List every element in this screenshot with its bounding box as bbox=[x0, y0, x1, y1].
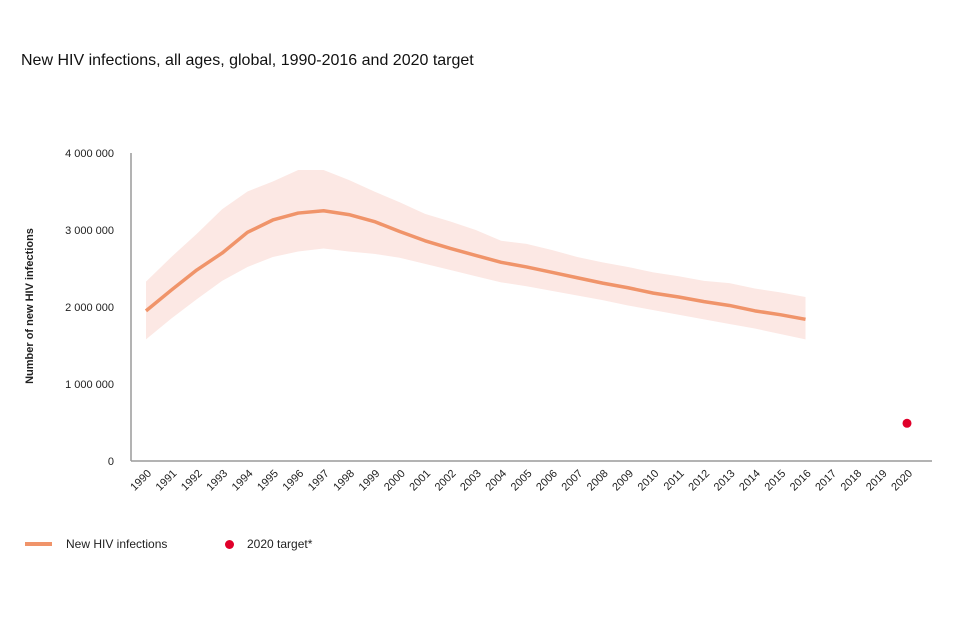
x-tick-label: 2002 bbox=[433, 468, 459, 494]
x-tick-label: 1991 bbox=[154, 468, 180, 494]
x-tick-label: 1995 bbox=[255, 468, 281, 494]
y-tick-label: 4 000 000 bbox=[65, 148, 114, 160]
x-tick-label: 2007 bbox=[560, 468, 586, 494]
x-tick-label: 2010 bbox=[636, 468, 662, 494]
y-tick-label: 0 bbox=[108, 456, 114, 468]
x-tick-label: 2013 bbox=[712, 468, 738, 494]
x-tick-label: 2014 bbox=[737, 468, 763, 494]
x-tick-label: 1993 bbox=[204, 468, 230, 494]
x-tick-label: 2006 bbox=[534, 468, 560, 494]
x-tick-label: 2008 bbox=[585, 468, 611, 494]
x-tick-label: 2005 bbox=[509, 468, 535, 494]
y-axis-label: Number of new HIV infections bbox=[24, 228, 36, 384]
x-tick-label: 2015 bbox=[762, 468, 788, 494]
target-point-2020 bbox=[902, 418, 912, 428]
x-tick-label: 2020 bbox=[889, 468, 915, 494]
x-tick-label: 1999 bbox=[357, 468, 383, 494]
x-tick-label: 1998 bbox=[331, 468, 357, 494]
legend-line-swatch bbox=[25, 542, 52, 546]
x-tick-label: 2001 bbox=[407, 468, 433, 494]
x-tick-label: 1994 bbox=[230, 468, 256, 494]
legend-dot-swatch bbox=[225, 539, 234, 549]
y-tick-label: 1 000 000 bbox=[65, 379, 114, 391]
x-tick-label: 2019 bbox=[864, 468, 890, 494]
axis-layer bbox=[130, 153, 932, 462]
y-tick-label: 3 000 000 bbox=[65, 225, 114, 237]
legend-item-new-hiv-infections: New HIV infections bbox=[25, 537, 167, 551]
x-tick-label: 2000 bbox=[382, 468, 408, 494]
x-tick-label: 2011 bbox=[662, 468, 687, 493]
x-tick-label: 1996 bbox=[281, 468, 307, 494]
x-tick-label: 1997 bbox=[306, 468, 332, 494]
chart-title: New HIV infections, all ages, global, 19… bbox=[21, 52, 474, 69]
legend-label: 2020 target* bbox=[247, 537, 313, 551]
y-tick-label: 2 000 000 bbox=[65, 302, 114, 314]
x-tick-label: 2012 bbox=[686, 468, 712, 494]
line-layer bbox=[144, 209, 806, 322]
x-tick-label: 1992 bbox=[179, 468, 205, 494]
x-tick-label: 2016 bbox=[788, 468, 814, 494]
x-tick-label: 2017 bbox=[813, 468, 839, 494]
x-tick-label: 2003 bbox=[458, 468, 484, 494]
legend-label: New HIV infections bbox=[66, 537, 168, 551]
x-tick-label: 1990 bbox=[128, 468, 154, 494]
x-tick-label: 2004 bbox=[483, 468, 509, 494]
legend-item-2020-target: 2020 target* bbox=[225, 537, 312, 551]
x-tick-label: 2009 bbox=[610, 468, 636, 494]
x-tick-label: 2018 bbox=[839, 468, 865, 494]
